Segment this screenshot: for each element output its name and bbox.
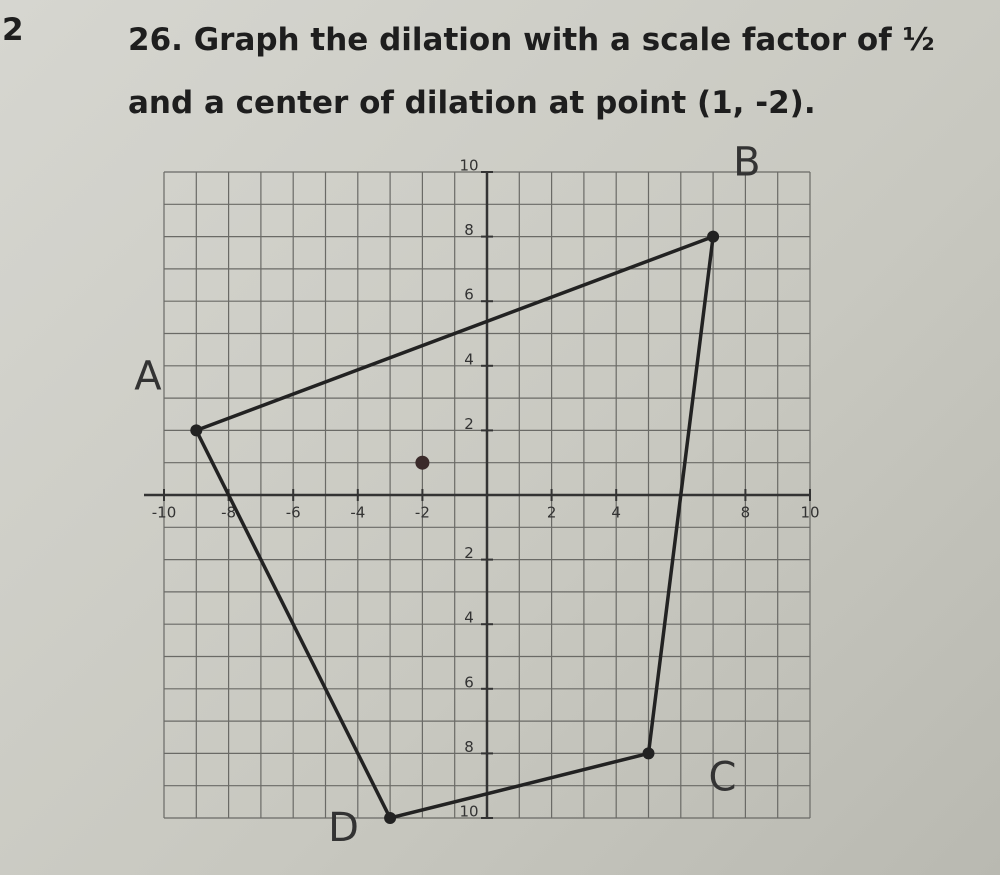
vertex-label: C bbox=[709, 754, 737, 800]
y-tick-label: 8 bbox=[464, 221, 474, 239]
question-line: and a center of dilation at point (1, -2… bbox=[128, 85, 816, 121]
vertex bbox=[642, 747, 655, 760]
page-number: 2 bbox=[2, 12, 24, 48]
x-tick-label: 4 bbox=[611, 504, 621, 522]
y-tick-label: 4 bbox=[464, 350, 474, 368]
x-tick-label: -6 bbox=[286, 504, 301, 522]
y-tick-label: 4 bbox=[464, 609, 474, 627]
y-tick-label: 10 bbox=[459, 803, 478, 821]
x-tick-label: 8 bbox=[741, 504, 751, 522]
y-tick-label: 6 bbox=[464, 673, 474, 691]
x-tick-label: 10 bbox=[800, 504, 819, 522]
vertex-label: D bbox=[328, 805, 359, 851]
vertex bbox=[384, 812, 397, 824]
y-tick-label: 2 bbox=[464, 544, 474, 562]
x-tick-label: -2 bbox=[415, 504, 430, 522]
x-tick-label: -4 bbox=[350, 504, 365, 522]
vertex bbox=[190, 424, 203, 437]
y-tick-label: 10 bbox=[459, 157, 478, 175]
vertex-label: A bbox=[134, 353, 162, 399]
x-tick-label: -10 bbox=[152, 504, 177, 522]
x-tick-label: 2 bbox=[547, 504, 557, 522]
center-point bbox=[415, 455, 430, 470]
x-tick-label: -8 bbox=[221, 504, 236, 522]
vertex-label: B bbox=[733, 140, 760, 186]
y-tick-label: 6 bbox=[464, 286, 474, 304]
y-tick-label: 8 bbox=[464, 738, 474, 756]
question-line: 26. Graph the dilation with a scale fact… bbox=[128, 22, 935, 58]
y-tick-label: 2 bbox=[464, 415, 474, 433]
vertex bbox=[707, 230, 720, 243]
